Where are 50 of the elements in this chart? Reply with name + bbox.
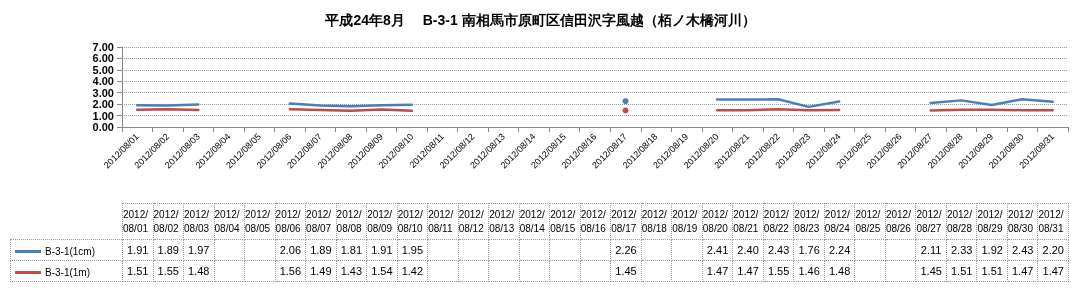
data-label: 1.91: [366, 239, 398, 261]
data-label: 2.43: [763, 239, 794, 261]
y-tick-label: 7.00: [92, 41, 114, 53]
data-label: 1.54: [366, 260, 398, 282]
data-label: 1.51: [946, 260, 977, 282]
data-label: 1.81: [336, 239, 367, 261]
data-label: 1.97: [183, 239, 215, 261]
y-tick-label: 6.00: [92, 52, 114, 65]
data-label: 1.43: [336, 260, 367, 282]
data-label: 1.46: [793, 260, 825, 282]
data-label: 2.26: [610, 239, 642, 261]
value-table: 2012/08/01 2012/08/02 2012/08/03 2012/08/04 2012/08/05 2012/08/06 2012/08/07 2012/08/08 2012/08/09 2012/08/10 2012/08/11 2012/08/12 2012/08/13 2012/08/14 2012/08/15 2012/08/16 2012/08/17 2012/08/18 2012/08/19 2012/08/20 2012/08/21 2012/08/22 2012/08/23 2012/08/24 2012/08/25 2012/08/26 2012/08/27 2012/08/28 2012/08/29 2012/08/30 2012/08/31 B-3-1(1cm) 1.91 1.89 1.97 2.06 1.89 1.81 1.91 1.95 2.26 2.41 2.40 2.43 1.76 2.24 2.11 2.33 1.92 2.43 2.20 B-3-1(1m) 1.51 1.55 1.48 1.56 1.49 1.43 1.54 1.42 1.45 1.47 1.47 1.55 1.46 1.48 1.45 1.51 1.51 1.47 1.47: [10, 203, 1069, 282]
data-label: 1.76: [793, 239, 825, 261]
data-label: 1.55: [153, 260, 184, 282]
data-label: 1.95: [397, 239, 428, 261]
data-label: 1.47: [702, 260, 733, 282]
data-label: 1.56: [275, 260, 306, 282]
data-label: 1.89: [305, 239, 337, 261]
data-label: 2.40: [732, 239, 764, 261]
y-tick-label: 5.00: [92, 63, 114, 76]
chart-title: 平成24年8月 B-3-1 南相馬市原町区信田沢字風越（栢ノ木橋河川）: [324, 12, 756, 28]
legend-label: B-3-1(1cm): [45, 245, 96, 257]
y-tick-label: 0.00: [92, 121, 114, 133]
data-label: 1.51: [122, 260, 154, 282]
data-label: 1.45: [915, 260, 947, 282]
y-tick-label: 1.00: [92, 109, 114, 122]
y-tick-label: 2.00: [92, 98, 114, 111]
data-label: 2.11: [915, 239, 947, 261]
data-label: 2.43: [1007, 239, 1038, 261]
data-label: 1.47: [732, 260, 764, 282]
data-label: 1.55: [763, 260, 794, 282]
data-label: 1.92: [976, 239, 1008, 261]
data-label: 2.33: [946, 239, 977, 261]
data-label: 1.47: [1007, 260, 1038, 282]
data-label: 2.06: [275, 239, 306, 261]
data-label: 1.91: [122, 239, 154, 261]
data-label: 1.48: [183, 260, 215, 282]
data-label: 2.24: [824, 239, 855, 261]
data-label: 1.48: [824, 260, 855, 282]
data-label: 1.42: [397, 260, 428, 282]
y-tick-label: 3.00: [92, 86, 114, 99]
data-label: 1.49: [305, 260, 337, 282]
data-label: 1.45: [610, 260, 642, 282]
legend-label: B-3-1(1m): [45, 266, 91, 278]
data-label: 1.51: [976, 260, 1008, 282]
data-label: 2.41: [702, 239, 733, 261]
y-tick-label: 4.00: [92, 75, 114, 88]
data-label: 1.47: [1037, 260, 1069, 282]
data-label: 2.20: [1037, 239, 1069, 261]
data-label: 1.89: [153, 239, 184, 261]
